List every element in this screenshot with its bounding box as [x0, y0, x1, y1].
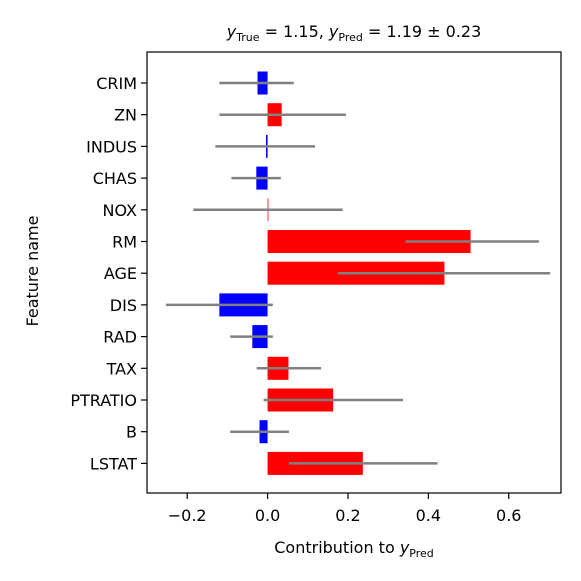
title-ypred-sub: Pred: [338, 31, 362, 44]
axes: CRIM ZN INDUS CHAS NOX RM AGE DIS RAD TAX PTRATIO B…: [70, 51, 562, 525]
title-ypred-symbol: y: [328, 22, 339, 41]
x-axis-title-symbol: y: [399, 538, 410, 557]
y-tick-label-tax: TAX: [106, 359, 137, 378]
plot-frame: [146, 51, 562, 494]
y-tick-label-crim: CRIM: [96, 74, 137, 93]
y-tick-label-zn: ZN: [114, 106, 137, 125]
y-tick-label-chas: CHAS: [93, 169, 137, 188]
title-ytrue-value: = 1.15,: [260, 22, 329, 41]
y-tick-label-rm: RM: [112, 233, 137, 252]
y-tick-label-rad: RAD: [103, 328, 137, 347]
y-tick-label-indus: INDUS: [86, 137, 137, 156]
y-tick-label-ptratio: PTRATIO: [70, 391, 137, 410]
x-axis-title-sub: Pred: [409, 547, 433, 560]
y-axis-title: Feature name: [23, 216, 42, 327]
y-tick-label-dis: DIS: [110, 296, 137, 315]
y-tick-label-b: B: [126, 423, 137, 442]
x-tick-label-3: 0.4: [416, 506, 441, 525]
title-ytrue-symbol: y: [226, 22, 237, 41]
x-tick-label-1: 0.0: [255, 506, 280, 525]
x-axis-title-text: Contribution to: [274, 538, 400, 557]
x-tick-label-2: 0.2: [335, 506, 360, 525]
title-ypred-value: = 1.19 ± 0.23: [363, 22, 481, 41]
bar-rm: [267, 230, 471, 253]
x-tick-label-0: −0.2: [168, 506, 207, 525]
y-tick-label-lstat: LSTAT: [90, 454, 137, 473]
x-tick-label-4: 0.6: [496, 506, 521, 525]
y-tick-label-age: AGE: [104, 264, 137, 283]
x-axis-title: Contribution to yPred: [274, 538, 434, 560]
chart-title: yTrue = 1.15, yPred = 1.19 ± 0.23: [226, 22, 482, 44]
plot-area: [165, 71, 551, 475]
title-ytrue-sub: True: [235, 31, 260, 44]
y-tick-label-nox: NOX: [103, 201, 138, 220]
